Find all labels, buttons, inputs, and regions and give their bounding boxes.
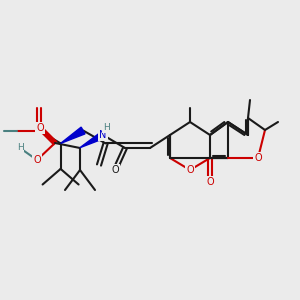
Text: O: O [111,165,119,175]
Text: H: H [103,123,110,132]
Text: O: O [206,177,214,187]
Polygon shape [61,127,85,143]
Text: O: O [33,155,41,165]
Text: H: H [16,143,23,152]
Text: O: O [36,123,44,133]
Polygon shape [80,132,105,148]
Text: O: O [186,165,194,175]
Text: O: O [254,153,262,163]
Text: N: N [99,130,107,140]
